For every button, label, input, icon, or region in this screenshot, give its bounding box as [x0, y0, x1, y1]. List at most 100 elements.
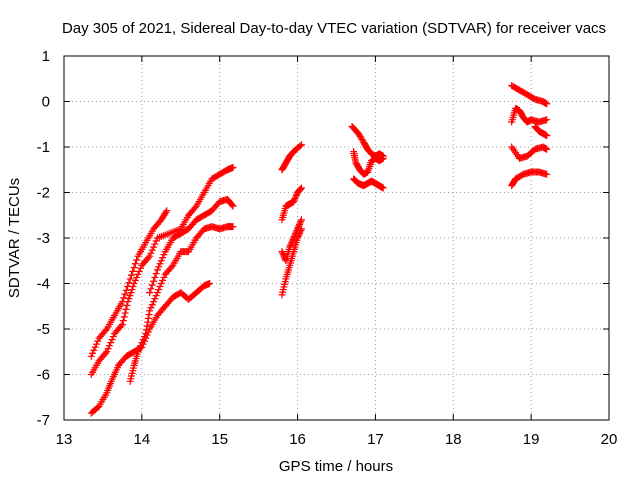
x-tick-label: 16 — [289, 431, 306, 448]
x-axis-label: GPS time / hours — [279, 458, 393, 475]
data-point — [102, 327, 110, 335]
series-track-p — [508, 168, 551, 190]
data-point — [290, 196, 298, 204]
series-track-i — [278, 225, 305, 299]
series-track-f — [278, 141, 305, 174]
data-point — [156, 283, 164, 291]
data-point — [543, 145, 551, 153]
data-point — [543, 132, 551, 140]
data-point — [117, 322, 125, 330]
data-point — [90, 346, 98, 354]
data-point — [144, 254, 152, 262]
y-tick-label: -1 — [37, 139, 50, 156]
y-tick-label: -7 — [37, 412, 50, 429]
data-point — [91, 343, 99, 351]
data-point — [191, 204, 199, 212]
data-point — [296, 185, 304, 193]
data-point — [148, 281, 156, 289]
data-point — [121, 309, 129, 317]
data-point — [296, 228, 304, 236]
data-point — [89, 349, 97, 357]
data-point — [147, 304, 155, 312]
series-track-o — [508, 143, 551, 162]
data-point — [144, 318, 152, 326]
data-point — [286, 242, 294, 250]
data-point — [288, 237, 296, 245]
data-point — [229, 163, 237, 171]
series-track-e — [146, 195, 237, 297]
data-point — [289, 236, 297, 244]
data-series — [87, 82, 551, 417]
data-point — [159, 254, 167, 262]
data-point — [160, 251, 168, 259]
data-point — [148, 246, 156, 254]
data-point — [153, 266, 161, 274]
data-point — [108, 336, 116, 344]
data-point — [135, 267, 143, 275]
data-point — [157, 257, 165, 265]
data-point — [297, 225, 305, 233]
series-track-a — [87, 207, 171, 360]
data-point — [152, 270, 160, 278]
data-point — [150, 243, 158, 251]
series-track-q — [531, 123, 551, 140]
data-point — [228, 201, 236, 209]
data-point — [104, 345, 112, 353]
data-point — [155, 286, 163, 294]
data-point — [130, 264, 138, 272]
data-point — [146, 289, 154, 297]
data-point — [296, 229, 304, 237]
data-point — [297, 216, 305, 224]
data-point — [142, 330, 150, 338]
x-axis: 13 14 15 16 17 18 19 20 — [56, 56, 618, 448]
data-point — [163, 207, 171, 215]
series-track-c — [87, 280, 214, 417]
data-point — [159, 276, 167, 284]
y-tick-label: -2 — [37, 185, 50, 202]
data-point — [125, 295, 133, 303]
data-point — [126, 275, 134, 283]
x-tick-label: 15 — [211, 431, 228, 448]
x-tick-label: 17 — [367, 431, 384, 448]
data-point — [153, 289, 161, 297]
data-point — [297, 217, 305, 225]
data-point — [120, 294, 128, 302]
data-point — [123, 301, 131, 309]
x-tick-label: 20 — [601, 431, 618, 448]
data-point — [151, 240, 159, 248]
series-track-k — [350, 148, 387, 178]
chart-title: Day 305 of 2021, Sidereal Day-to-day VTE… — [62, 20, 606, 37]
data-point — [292, 193, 300, 201]
series-track-m — [508, 82, 551, 108]
data-point — [297, 226, 305, 234]
data-point — [137, 264, 145, 272]
data-point — [157, 280, 165, 287]
data-point — [133, 273, 141, 281]
x-tick-label: 19 — [523, 431, 540, 448]
data-point — [119, 317, 127, 325]
data-point — [162, 208, 170, 216]
data-point — [279, 249, 287, 257]
data-point — [294, 234, 302, 242]
data-point — [127, 289, 135, 297]
data-point — [144, 314, 152, 322]
data-point — [145, 311, 153, 319]
data-point — [150, 277, 158, 285]
data-point — [125, 279, 133, 287]
data-point — [92, 340, 100, 348]
data-point — [297, 184, 305, 192]
y-tick-label: 1 — [42, 48, 50, 65]
data-point — [107, 339, 115, 347]
data-point — [109, 333, 117, 341]
data-point — [134, 270, 142, 278]
data-point — [142, 326, 150, 334]
data-point — [103, 348, 111, 356]
data-point — [294, 232, 302, 240]
data-point — [295, 231, 303, 239]
data-point — [137, 342, 145, 350]
data-point — [379, 154, 387, 162]
data-point — [152, 292, 160, 300]
data-point — [105, 342, 113, 350]
series-track-b — [87, 163, 237, 378]
data-point — [126, 292, 134, 300]
